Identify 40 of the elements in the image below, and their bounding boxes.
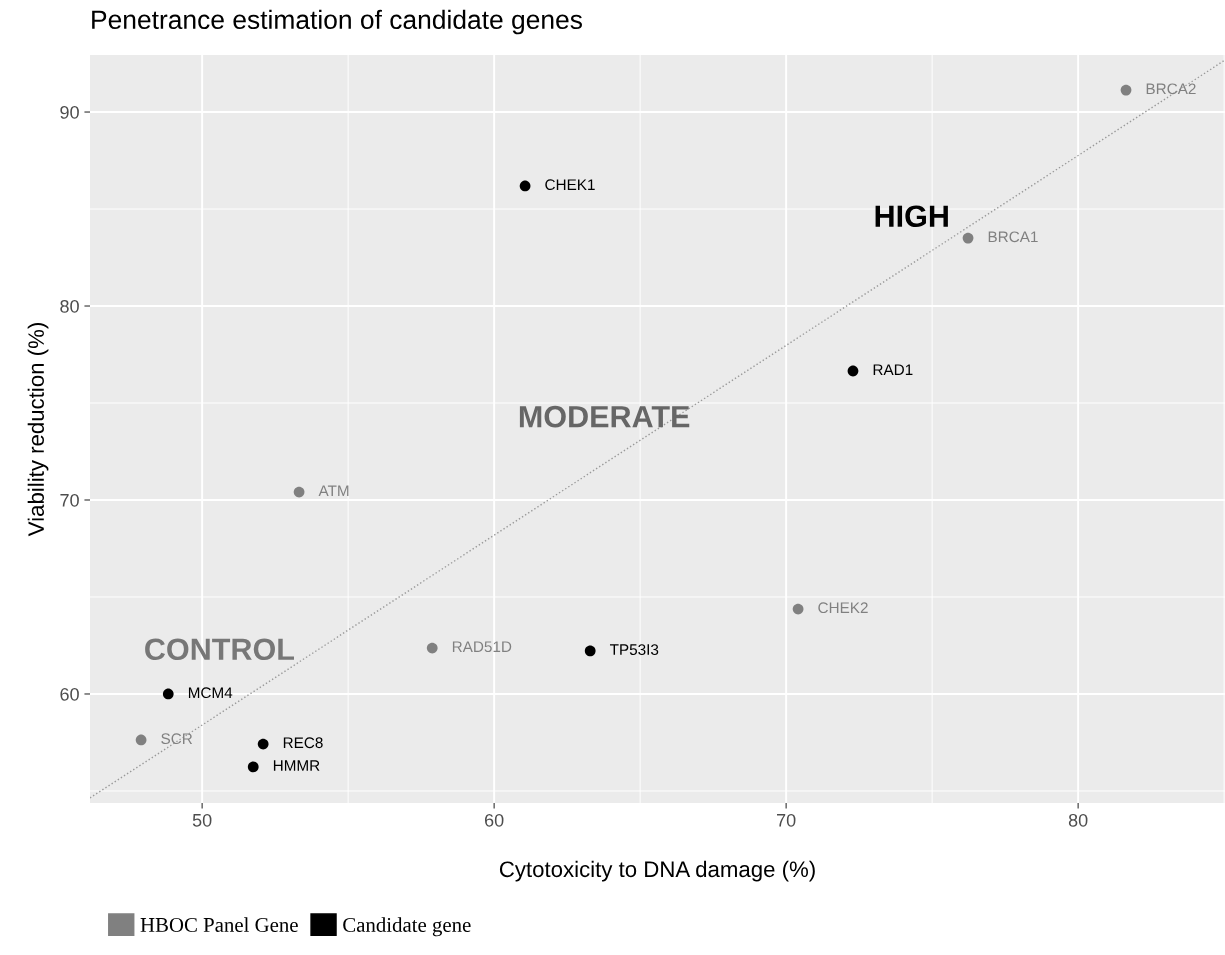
x-axis-title: Cytotoxicity to DNA damage (%)	[499, 860, 815, 882]
point	[847, 365, 859, 377]
point	[584, 645, 596, 657]
annotation: MODERATE	[519, 405, 690, 428]
annotation: HIGH	[875, 205, 948, 228]
data-label: BRCA2	[1146, 83, 1196, 95]
point	[426, 642, 438, 654]
data-label: BRCA1	[988, 231, 1038, 243]
data-label: HMMR	[273, 760, 320, 771]
x-tick-label: 80	[1068, 813, 1088, 827]
point	[792, 603, 804, 615]
data-label: ATM	[318, 485, 349, 496]
point	[293, 486, 305, 498]
data-label: TP53I3	[609, 644, 659, 656]
y-tick-label: 90	[60, 105, 79, 119]
data-label: CHEK1	[545, 179, 595, 191]
data-label: SCR	[161, 733, 193, 745]
point	[247, 761, 259, 773]
point	[162, 688, 174, 700]
annotation: CONTROL	[145, 638, 294, 661]
x-tick-label: 70	[777, 813, 796, 827]
point	[519, 180, 531, 192]
legend-label: HBOC Panel Gene	[140, 917, 298, 932]
point	[1120, 84, 1132, 96]
point	[257, 738, 269, 750]
y-axis-title: Viability reduction (%)	[27, 323, 49, 537]
y-tick-label: 80	[60, 299, 79, 313]
data-label: REC8	[283, 737, 323, 749]
data-label: MCM4	[188, 687, 233, 699]
data-label: CHEK2	[818, 602, 868, 614]
data-label: RAD51D	[452, 641, 512, 653]
legend-label: Candidate gene	[343, 917, 471, 937]
point	[962, 232, 974, 244]
point	[135, 734, 147, 746]
chart-title: Penetrance estimation of candidate genes	[92, 9, 582, 35]
y-tick-label: 60	[60, 687, 79, 701]
x-tick-label: 50	[192, 813, 212, 827]
x-tick-label: 60	[485, 813, 504, 827]
y-tick-label: 70	[60, 493, 79, 507]
data-label: RAD1	[873, 364, 913, 375]
